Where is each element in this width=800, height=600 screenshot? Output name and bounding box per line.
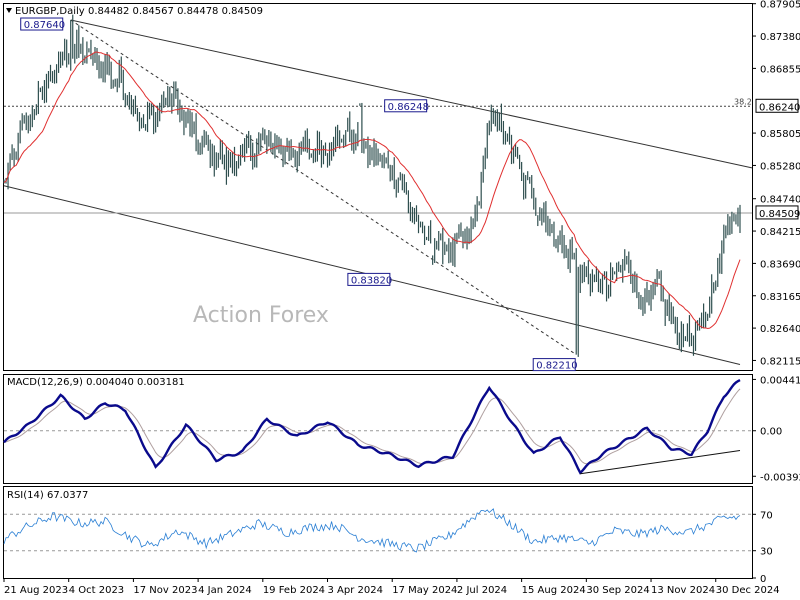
price-y-tick-label: 0.83690 <box>760 259 800 270</box>
price-y-tick-label: 0.82115 <box>760 356 800 367</box>
x-tick-label: 21 Aug 2023 <box>4 585 68 596</box>
x-tick-label: 4 Oct 2023 <box>69 585 124 596</box>
macd-y-tick-label: 0.004419 <box>760 375 800 386</box>
rsi-line <box>3 508 741 553</box>
watermark: Action Forex <box>193 303 329 328</box>
price-y-tick-label: 0.86855 <box>760 64 800 75</box>
price-y-tick-label: 0.87905 <box>760 0 800 11</box>
macd-y-tick-label: -0.00392 <box>760 472 800 483</box>
price-annotation-box <box>532 358 576 372</box>
rsi-y-tick-label: 30 <box>760 547 773 558</box>
collapse-triangle-icon <box>6 8 12 13</box>
symbol-label: EURGBP,Daily <box>15 6 85 17</box>
ohlc-label: 0.84482 0.84567 0.84478 0.84509 <box>88 6 263 17</box>
rsi-panel <box>3 486 753 579</box>
price-annotation-label: 0.83820 <box>351 275 392 286</box>
price-y-tick-label: 0.87380 <box>760 32 800 43</box>
macd-panel <box>3 374 753 484</box>
x-tick-label: 30 Sep 2024 <box>586 585 649 596</box>
macd-main-line <box>3 379 741 475</box>
rsi-layer <box>3 508 752 553</box>
price-annotation-label: 0.86248 <box>388 102 429 113</box>
x-tick-label: 13 Nov 2024 <box>651 585 715 596</box>
x-tick-label: 4 Jan 2024 <box>198 585 252 596</box>
header: EURGBP,Daily 0.84482 0.84567 0.84478 0.8… <box>6 6 263 17</box>
x-tick-label: 17 May 2024 <box>392 585 457 596</box>
price-y-tick-label: 0.85805 <box>760 129 800 140</box>
fib-level-label: 38.2 <box>734 97 752 106</box>
axis-layer: 0.87905 0.87380 0.86855 0.85805 0.85280 0.847… <box>3 0 800 596</box>
last-price-tag: 0.84509 <box>759 209 800 220</box>
macd-divergence-line <box>580 449 741 475</box>
price-y-tick-label: 0.82640 <box>760 324 800 335</box>
level-price-tag-box <box>755 98 799 113</box>
price-panel <box>3 3 753 371</box>
price-y-tick-label: 0.85280 <box>760 161 800 172</box>
price-annotation-box <box>384 99 428 113</box>
x-tick-label: 19 Feb 2024 <box>263 585 325 596</box>
price-layer: 0.87640 0.86248 0.83820 0.82210 38.2 <box>3 14 753 372</box>
price-annotation-box <box>347 272 391 286</box>
rsi-title: RSI(14) 67.0377 <box>7 490 88 501</box>
macd-layer <box>3 379 752 475</box>
x-tick-label: 15 Aug 2024 <box>522 585 586 596</box>
price-y-tick-label: 0.83165 <box>760 292 800 303</box>
x-tick-label: 30 Dec 2024 <box>716 585 780 596</box>
last-price-tag-box <box>755 205 799 220</box>
macd-title: MACD(12,26,9) 0.004040 0.003181 <box>7 377 185 388</box>
price-y-tick-label: 0.84215 <box>760 227 800 238</box>
x-tick-label: 2 Jul 2024 <box>457 585 507 596</box>
rsi-y-tick-label: 0 <box>760 574 766 585</box>
dashed-trendline <box>70 19 577 356</box>
rsi-y-tick-label: 70 <box>760 510 773 521</box>
x-tick-label: 17 Nov 2023 <box>133 585 197 596</box>
price-annotation-box <box>20 17 64 31</box>
x-tick-label: 3 Apr 2024 <box>328 585 383 596</box>
price-y-tick-label: 0.84740 <box>760 195 800 206</box>
moving-average-line <box>3 51 741 330</box>
macd-y-tick-label: 0.00 <box>760 427 782 438</box>
channel-upper-line <box>70 19 753 169</box>
level-price-tag: 0.86240 <box>759 102 800 113</box>
price-annotation-label: 0.82210 <box>536 361 577 372</box>
price-annotation-label: 0.87640 <box>24 20 65 31</box>
macd-signal-line <box>3 388 741 465</box>
